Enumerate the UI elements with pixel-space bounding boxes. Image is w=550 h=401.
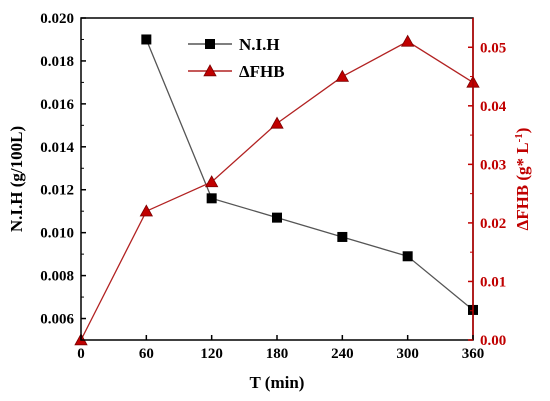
y-right-title-end: ) bbox=[513, 128, 532, 134]
y-left-tick-label: 0.012 bbox=[40, 183, 74, 199]
series-layer bbox=[74, 34, 480, 346]
data-point-fhb bbox=[204, 175, 219, 188]
y-left-axis-title: N.I.H (g/100L) bbox=[7, 126, 26, 232]
y-left-tick-label: 0.016 bbox=[40, 97, 74, 113]
data-point-fhb bbox=[400, 34, 415, 47]
y-right-tick-label: 0.01 bbox=[480, 274, 506, 290]
legend: N.I.H ΔFHB bbox=[188, 35, 285, 81]
y-left-tick-label: 0.008 bbox=[40, 269, 74, 285]
x-tick-label: 60 bbox=[139, 346, 154, 362]
x-tick-label: 0 bbox=[77, 346, 85, 362]
data-point-nih bbox=[337, 231, 348, 242]
x-tick-label: 300 bbox=[396, 346, 419, 362]
y-right-axis-title: ΔFHB (g* L-1) bbox=[513, 128, 532, 231]
y-right-tick-label: 0.02 bbox=[480, 216, 506, 232]
y-left-tick-label: 0.014 bbox=[40, 140, 74, 156]
x-tick-label: 240 bbox=[331, 346, 354, 362]
y-left-tick-label: 0.010 bbox=[40, 226, 74, 242]
data-point-fhb bbox=[139, 204, 154, 217]
y-left-tick-label: 0.020 bbox=[40, 11, 74, 27]
y-right-tick-label: 0.05 bbox=[480, 40, 506, 56]
y-left-tick-label: 0.006 bbox=[40, 312, 74, 328]
y-right-title-main: ΔFHB (g* L bbox=[513, 142, 532, 230]
legend-marker-fhb bbox=[203, 64, 217, 77]
x-axis-title: T (min) bbox=[250, 373, 305, 392]
y-axis-left: 0.006 0.008 0.010 0.012 0.014 0.016 0.018 0.020 bbox=[40, 11, 86, 328]
data-point-nih bbox=[141, 34, 152, 45]
y-right-tick-label: 0.00 bbox=[480, 333, 506, 349]
data-point-fhb bbox=[335, 69, 350, 82]
data-point-nih bbox=[272, 212, 282, 223]
data-point-nih bbox=[206, 193, 217, 204]
data-point-nih bbox=[402, 251, 413, 262]
series-line-0 bbox=[145, 39, 474, 311]
y-right-title-sup: -1 bbox=[513, 133, 525, 142]
x-tick-label: 120 bbox=[200, 346, 223, 362]
legend-label-fhb: ΔFHB bbox=[239, 62, 285, 81]
series-line-1 bbox=[80, 40, 474, 341]
x-tick-label: 180 bbox=[266, 346, 289, 362]
x-tick-label: 360 bbox=[462, 346, 485, 362]
legend-marker-nih bbox=[205, 39, 215, 49]
y-left-tick-label: 0.018 bbox=[40, 54, 74, 70]
y-right-tick-label: 0.03 bbox=[480, 157, 506, 173]
data-point-fhb bbox=[270, 116, 284, 129]
y-right-tick-label: 0.04 bbox=[480, 99, 507, 115]
legend-label-nih: N.I.H bbox=[239, 35, 280, 54]
y-axis-right: 0.00 0.01 0.02 0.03 0.04 0.05 bbox=[468, 40, 507, 349]
x-axis: 0 60 120 180 240 300 360 bbox=[77, 335, 484, 362]
